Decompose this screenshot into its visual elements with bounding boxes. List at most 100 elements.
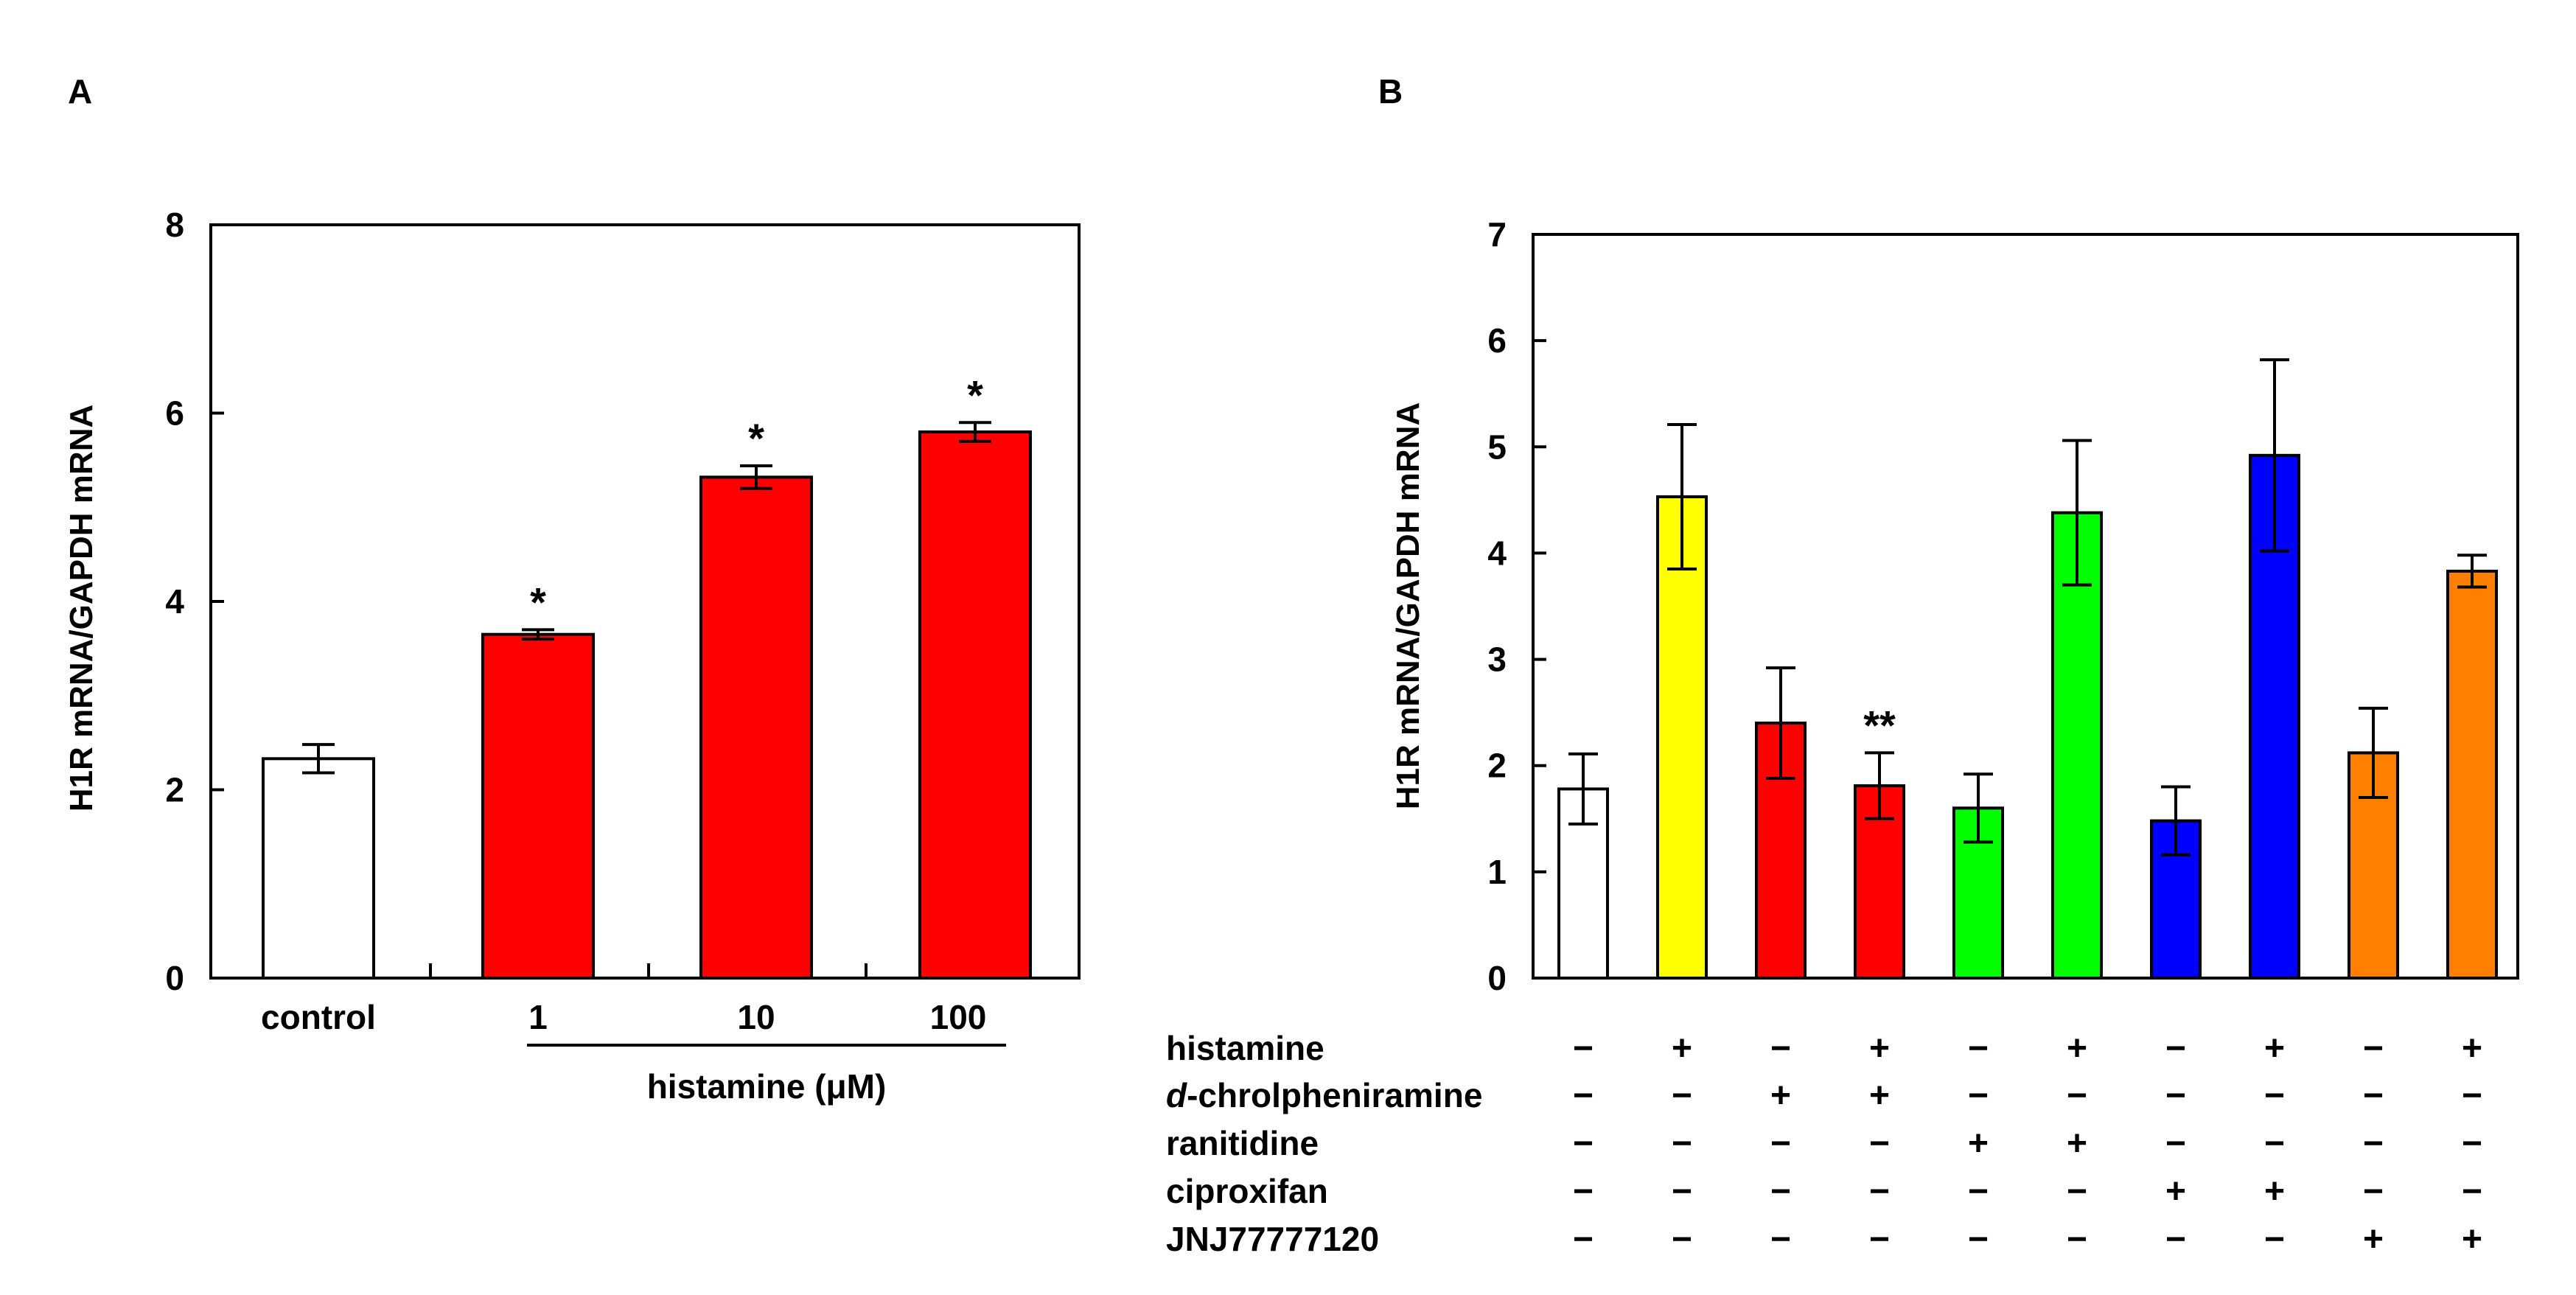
panel-a-y-ticks: 0 2 4 6 8	[165, 206, 224, 997]
treatment-sign: −	[1869, 1124, 1890, 1163]
treatment-sign: −	[2165, 1220, 2186, 1259]
y-tick-label: 3	[1487, 640, 1507, 679]
y-tick-label: 2	[1487, 747, 1507, 785]
treatment-sign: −	[2462, 1124, 2482, 1163]
treatment-sign: +	[2165, 1172, 2186, 1211]
treatment-sign: +	[2067, 1029, 2087, 1068]
treatment-label-text: histamine	[1166, 1029, 1324, 1067]
bar	[481, 632, 595, 980]
treatment-sign: −	[1869, 1220, 1890, 1259]
panel-a-group-label: histamine (μM)	[647, 1067, 887, 1106]
significance-marker: *	[748, 415, 764, 461]
treatment-sign: +	[2264, 1029, 2285, 1068]
panel-b-label: B	[1378, 72, 1403, 111]
y-tick-label: 4	[165, 582, 184, 621]
treatment-label-text: ciproxifan	[1166, 1172, 1328, 1210]
treatment-sign: −	[1770, 1220, 1791, 1259]
x-category-label: 1	[528, 998, 548, 1036]
treatment-sign: −	[1672, 1172, 1692, 1211]
treatment-label-text: ranitidine	[1166, 1124, 1319, 1162]
panel-a: A H1R mRNA/GAPDH mRNA 0 2 4 6 8 * * * control 1…	[63, 72, 1081, 1106]
bar	[699, 475, 813, 980]
treatment-sign: −	[1770, 1029, 1791, 1068]
x-category-label: 10	[737, 998, 775, 1036]
significance-marker: *	[530, 579, 546, 625]
treatment-label: JNJ77777120	[1166, 1220, 1379, 1258]
bar	[262, 757, 375, 980]
treatment-sign: −	[2363, 1029, 2384, 1068]
panel-a-plot-frame	[209, 223, 1081, 980]
treatment-label-text: JNJ77777120	[1166, 1220, 1379, 1258]
treatment-sign: −	[2067, 1076, 2087, 1115]
treatment-sign: +	[2363, 1220, 2384, 1259]
treatment-sign: −	[2165, 1029, 2186, 1068]
treatment-sign: −	[1672, 1124, 1692, 1163]
bar	[918, 430, 1032, 980]
treatment-sign: −	[2264, 1124, 2285, 1163]
treatment-sign: −	[2462, 1172, 2482, 1211]
treatment-sign: −	[1968, 1029, 1989, 1068]
y-tick-label: 0	[1487, 959, 1507, 997]
bar	[2446, 569, 2498, 980]
y-tick-label: 8	[165, 206, 184, 244]
treatment-label-italic: d	[1166, 1076, 1187, 1114]
y-tick-label: 1	[1487, 853, 1507, 891]
treatment-sign: +	[1770, 1076, 1791, 1115]
significance-marker: **	[1863, 702, 1896, 748]
treatment-sign: −	[2363, 1124, 2384, 1163]
y-tick-label: 6	[165, 394, 184, 433]
treatment-sign: −	[1573, 1220, 1594, 1259]
significance-marker: *	[967, 371, 983, 418]
treatment-sign: −	[2363, 1076, 2384, 1115]
panel-b-plot-frame	[1532, 233, 2519, 980]
y-tick-label: 2	[165, 771, 184, 809]
panel-b-treatment-table: histamine − + − + − + − + − + d-chrolpheniramine − − +…	[1166, 1029, 2482, 1259]
treatment-label-text: -chrolpheniramine	[1187, 1076, 1482, 1114]
treatment-label: ciproxifan	[1166, 1172, 1328, 1210]
treatment-sign: −	[2264, 1220, 2285, 1259]
treatment-sign: −	[1573, 1029, 1594, 1068]
treatment-sign: −	[1770, 1124, 1791, 1163]
treatment-label: ranitidine	[1166, 1124, 1319, 1162]
treatment-sign: +	[1869, 1029, 1890, 1068]
treatment-sign: +	[2264, 1172, 2285, 1211]
panel-b: B H1R mRNA/GAPDH mRNA 0 1 2 3 4 5 6 7 ** histam…	[1166, 72, 2519, 1259]
treatment-sign: −	[1770, 1172, 1791, 1211]
x-category-label: control	[261, 998, 376, 1036]
treatment-sign: −	[2363, 1172, 2384, 1211]
panel-b-y-ticks: 0 1 2 3 4 5 6 7	[1487, 215, 1546, 997]
panel-a-bars: * * *	[262, 371, 1032, 980]
treatment-sign: −	[1573, 1076, 1594, 1115]
panel-a-label: A	[68, 72, 92, 111]
treatment-sign: −	[2264, 1076, 2285, 1115]
y-tick-label: 0	[165, 959, 184, 997]
treatment-sign: +	[2067, 1124, 2087, 1163]
treatment-sign: −	[1968, 1172, 1989, 1211]
treatment-sign: −	[1869, 1172, 1890, 1211]
treatment-sign: −	[1573, 1124, 1594, 1163]
panel-b-bars: **	[1557, 358, 2498, 980]
treatment-sign: −	[1573, 1172, 1594, 1211]
y-tick-label: 5	[1487, 427, 1507, 466]
treatment-sign: +	[2462, 1220, 2482, 1259]
bar	[2051, 511, 2103, 980]
treatment-sign: −	[2067, 1172, 2087, 1211]
y-tick-label: 4	[1487, 534, 1507, 572]
treatment-sign: −	[2165, 1124, 2186, 1163]
treatment-label: histamine	[1166, 1029, 1324, 1067]
treatment-sign: −	[2165, 1076, 2186, 1115]
treatment-sign: +	[1869, 1076, 1890, 1115]
treatment-sign: +	[1672, 1029, 1692, 1068]
treatment-sign: −	[1672, 1220, 1692, 1259]
treatment-sign: −	[1968, 1220, 1989, 1259]
panel-b-y-axis-label: H1R mRNA/GAPDH mRNA	[1390, 402, 1426, 810]
y-tick-label: 7	[1487, 215, 1507, 254]
panel-a-x-ticks: control 1 10 100	[261, 963, 986, 1036]
y-tick-label: 6	[1487, 321, 1507, 360]
treatment-sign: −	[2067, 1220, 2087, 1259]
treatment-label: d-chrolpheniramine	[1166, 1076, 1482, 1114]
treatment-sign: +	[2462, 1029, 2482, 1068]
x-category-label: 100	[930, 998, 987, 1036]
treatment-sign: −	[2462, 1076, 2482, 1115]
